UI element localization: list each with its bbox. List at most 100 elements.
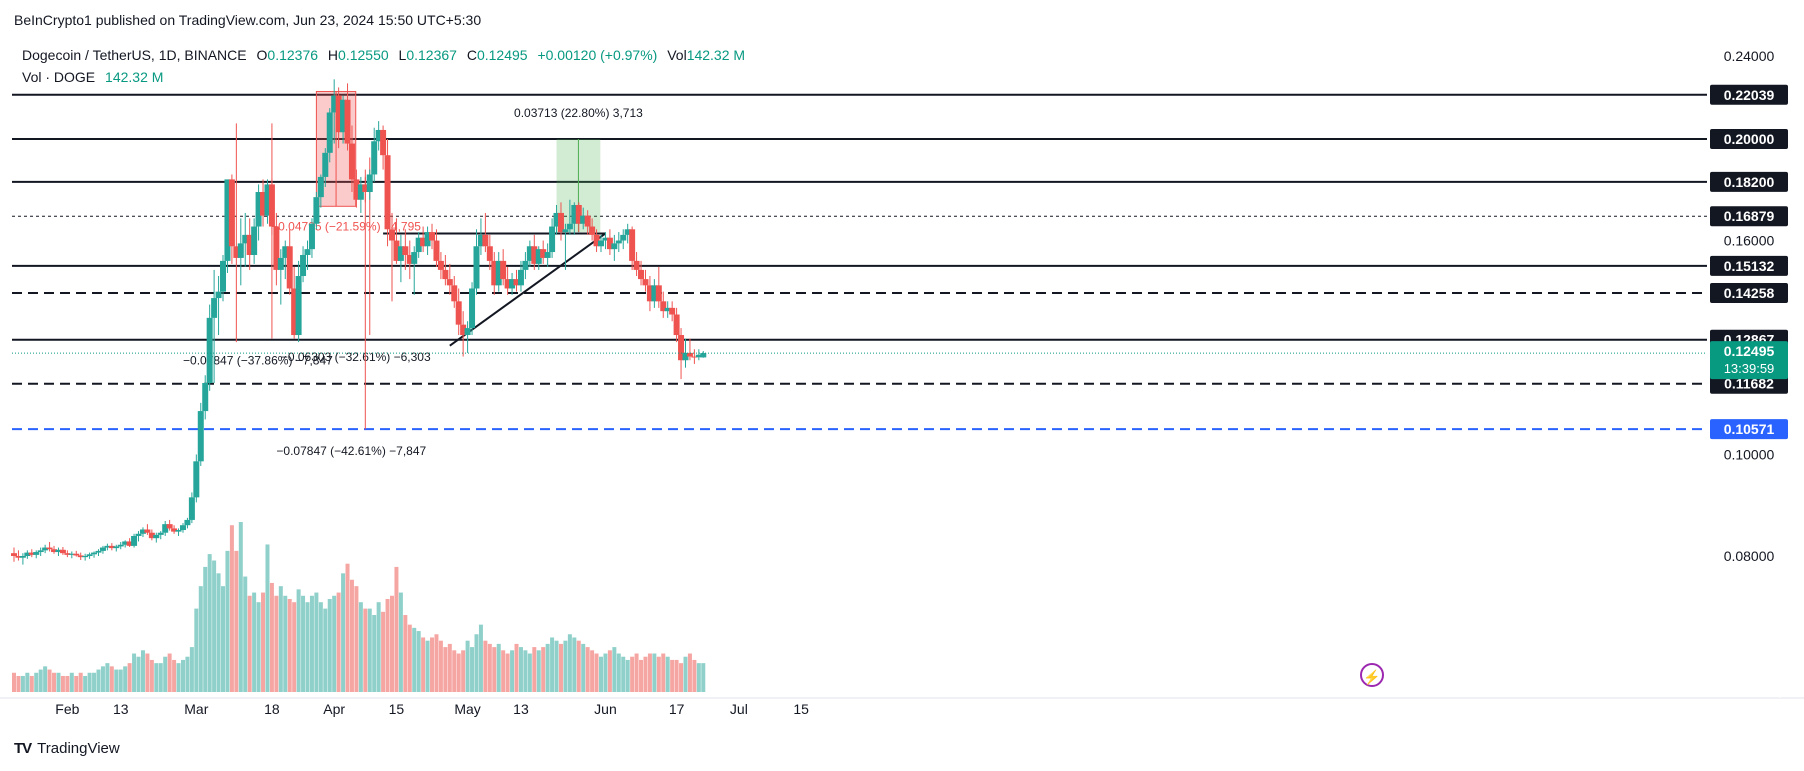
candle-body [344,99,351,144]
volume-bar [301,595,306,692]
level-badge: 0.16879 [1710,206,1788,227]
volume-bar [563,640,568,692]
legend-low-label: L [398,47,407,63]
volume-bar [114,669,119,692]
candle-body [429,232,436,241]
volume-bar [341,573,346,692]
candle-body [624,229,631,235]
candle [651,279,658,308]
volume-bar [283,595,288,692]
volume-bar [83,675,88,692]
candle-body [82,556,89,558]
level-badge: 0.10571 [1710,419,1788,440]
candle-body [535,249,542,264]
volume-bar [630,656,635,692]
candle [629,226,636,270]
candle [553,204,560,235]
candle [655,266,662,308]
volume-bar [416,631,421,692]
candle-body [246,234,253,255]
price-tick-label: 0.08000 [1724,548,1775,564]
candle [580,207,587,230]
candle [482,212,489,253]
candle-body [215,291,222,299]
candle-body [500,260,507,280]
legend-symbol[interactable]: Dogecoin / TetherUS, 1D, BINANCE [22,47,247,63]
volume-bar [536,650,541,692]
candle-body [553,212,560,227]
time-tick-label: 13 [513,701,529,717]
volume-bar [243,576,248,692]
current-price-label: 0.12495 [1724,343,1775,359]
volume-bar [385,598,390,692]
candle [348,125,355,193]
candle-body [633,260,640,270]
candle [642,269,649,292]
volume-bar [145,653,150,692]
volume-bar [327,598,332,692]
volume-bar [229,525,234,692]
candle [682,338,689,368]
candle-body [540,249,547,258]
candle-body [348,143,355,180]
volume-bar [180,659,185,692]
candle-body [580,215,587,224]
candle [228,174,235,264]
price-tick-label: 0.10000 [1724,446,1775,462]
candle [268,179,275,235]
candle-body [153,534,160,539]
candle-body [366,174,373,193]
time-tick-label: Feb [55,701,79,717]
candle-body [380,129,387,156]
candle [331,79,338,144]
candle-body [522,260,529,270]
volume-bar [123,666,128,692]
candle [291,266,298,339]
candle [566,199,573,235]
candle-body [277,257,284,270]
candle-body [157,532,164,535]
volume-bar [34,672,39,692]
candle-body [678,335,685,361]
level-label: 0.20000 [1724,131,1775,147]
candle-body [220,260,227,292]
level-badge: 0.14258 [1710,282,1788,303]
candle-body [117,544,124,547]
volume-bar [625,659,630,692]
level-badge-box [1710,419,1788,440]
candle-body [691,356,698,358]
volume-bar [92,672,97,692]
candle [664,301,671,318]
legend-volume-series[interactable]: Vol · DOGE [22,69,96,85]
volume-bar [167,653,172,692]
candle [37,547,44,556]
candle-body [55,549,62,553]
price-tick-label: 0.16000 [1724,233,1775,249]
candle [540,240,547,264]
volume-bar [127,663,132,692]
volume-bar [518,647,523,692]
lightning-icon[interactable]: ⚡ [1360,663,1384,687]
candle [406,240,413,280]
volume-bar [665,656,670,692]
candle [353,169,360,208]
candle-body [557,212,564,233]
candle [46,541,53,552]
candle [99,545,106,554]
candle [264,179,271,224]
candle-body [51,549,58,553]
candle-body [308,223,315,250]
candle-body [544,252,551,258]
candle-body [42,547,49,551]
candle-body [295,276,302,336]
volume-bar [558,643,563,692]
candle-body [331,95,338,113]
volume-bar [456,653,461,692]
volume-bar [532,647,537,692]
volume-bar [483,640,488,692]
time-tick-label: Mar [184,701,208,717]
candle [491,252,498,295]
candle [126,538,133,547]
candle-body [455,301,462,325]
